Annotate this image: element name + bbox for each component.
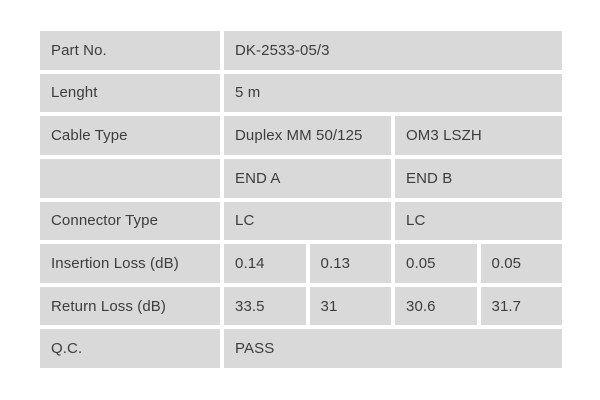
row-label: Insertion Loss (dB): [40, 244, 220, 283]
value-cell: 31: [309, 286, 391, 326]
table-row: Insertion Loss (dB) 0.14 0.13 0.05 0.05: [40, 244, 563, 283]
table-row: Part No. DK-2533-05/3: [40, 31, 563, 70]
value-cell: END B: [395, 158, 563, 198]
value-cell: LC: [224, 201, 391, 241]
table-row: Q.C. PASS: [40, 329, 563, 368]
value-cell: Duplex MM 50/125: [224, 116, 391, 155]
row-label: Q.C.: [40, 329, 220, 368]
row-label: Connector Type: [40, 201, 220, 241]
row-label: Return Loss (dB): [40, 286, 220, 326]
row-label: Part No.: [40, 31, 220, 70]
table-row: Return Loss (dB) 33.5 31 30.6 31.7: [40, 286, 563, 326]
value-cell: 31.7: [480, 286, 563, 326]
value-cell: 0.05: [480, 244, 563, 283]
table-row: Lenght 5 m: [40, 73, 563, 113]
value-cell: PASS: [224, 329, 563, 368]
value-cell: 0.13: [309, 244, 391, 283]
value-cell: 0.05: [395, 244, 477, 283]
row-label: Lenght: [40, 73, 220, 113]
table-row: Cable Type Duplex MM 50/125 OM3 LSZH: [40, 116, 563, 155]
table-row: Connector Type LC LC: [40, 201, 563, 241]
table-row: END A END B: [40, 158, 563, 198]
value-cell: LC: [395, 201, 563, 241]
value-cell: END A: [224, 158, 391, 198]
value-cell: DK-2533-05/3: [224, 31, 563, 70]
spec-sheet: Part No. DK-2533-05/3 Lenght 5 m Cable Type D…: [36, 27, 566, 372]
row-label: Cable Type: [40, 116, 220, 155]
value-cell: 0.14: [224, 244, 306, 283]
value-cell: 33.5: [224, 286, 306, 326]
row-label: [40, 158, 220, 198]
value-cell: 30.6: [395, 286, 477, 326]
spec-table: Part No. DK-2533-05/3 Lenght 5 m Cable Type D…: [36, 27, 566, 372]
value-cell: 5 m: [224, 73, 563, 113]
value-cell: OM3 LSZH: [395, 116, 563, 155]
